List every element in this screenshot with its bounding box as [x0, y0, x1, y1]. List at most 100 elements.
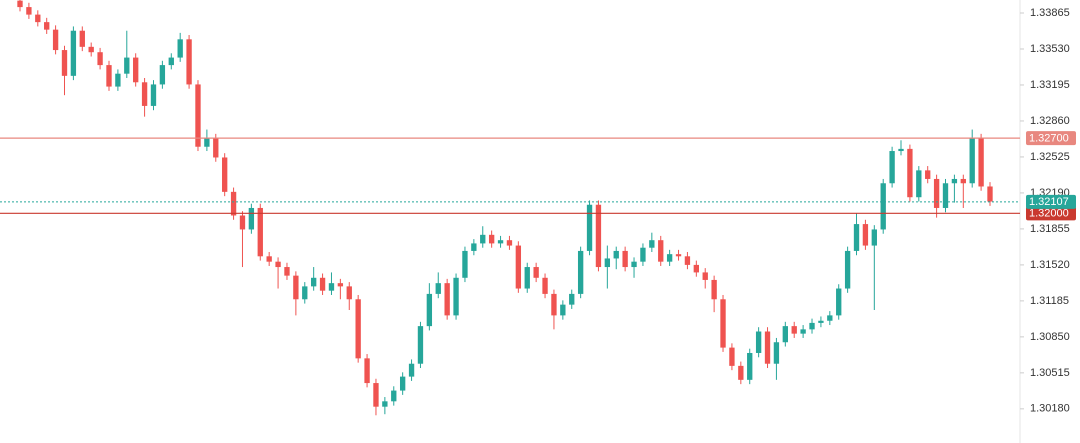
current-price-bg: [1026, 194, 1076, 209]
candle-body: [898, 148, 904, 152]
candle-body: [595, 204, 602, 268]
candle-body: [853, 224, 860, 251]
candle-body: [177, 39, 183, 58]
y-tick-label: 1.33195: [1030, 79, 1070, 91]
candle-body: [631, 261, 637, 268]
candle-body: [364, 358, 370, 384]
level-label: 1.32000: [1029, 208, 1069, 220]
candle-body: [302, 286, 308, 300]
candle-body: [916, 170, 922, 198]
candle-body: [168, 57, 174, 66]
candle-body: [70, 30, 77, 76]
y-tick-label: 1.33865: [1030, 7, 1070, 19]
candle-body: [480, 234, 486, 244]
level-label-bg: [1026, 131, 1076, 146]
candle-body: [818, 320, 824, 323]
candle-body: [862, 224, 869, 246]
candle-body: [26, 7, 32, 15]
candle-body: [399, 376, 406, 391]
candle-body: [133, 57, 139, 83]
candle-body: [462, 250, 468, 278]
candle-body: [658, 240, 664, 262]
candle-body: [800, 329, 806, 334]
candle-body: [284, 267, 290, 276]
candle-body: [141, 82, 148, 106]
candle-body: [319, 277, 326, 291]
candle-body: [933, 178, 940, 208]
candle-body: [79, 30, 85, 47]
y-tick-label: 1.30850: [1030, 331, 1070, 343]
candle-body: [809, 322, 815, 330]
candle-body: [791, 326, 797, 334]
candle-body: [586, 204, 593, 251]
y-tick-label: 1.30180: [1030, 403, 1070, 415]
y-tick-label: 1.30515: [1030, 367, 1070, 379]
y-tick-label: 1.32525: [1030, 151, 1070, 163]
candle-body: [61, 50, 68, 76]
candle-body: [106, 65, 112, 87]
candle-body: [729, 347, 735, 366]
candle-body: [764, 331, 771, 364]
candle-body: [222, 157, 228, 192]
candle-body: [738, 365, 744, 380]
candle-body: [524, 267, 530, 289]
y-tick-label: 1.32860: [1030, 115, 1070, 127]
candle-body: [622, 250, 628, 268]
candle-body: [515, 245, 522, 289]
candle-body: [604, 258, 611, 268]
candle-body: [747, 352, 753, 380]
candle-body: [373, 383, 379, 407]
candle-body: [987, 186, 993, 202]
candle-body: [293, 275, 299, 300]
y-tick-label: 1.31520: [1030, 259, 1070, 271]
candle-body: [613, 250, 619, 259]
candle-body: [328, 283, 335, 291]
candle-body: [551, 293, 557, 316]
candle-body: [453, 277, 459, 316]
candle-body: [720, 299, 726, 348]
candle-body: [186, 39, 192, 85]
candle-body: [195, 84, 201, 147]
candle-body: [266, 256, 272, 262]
candle-body: [773, 342, 780, 364]
candle-body: [755, 331, 762, 353]
candle-body: [17, 0, 23, 8]
candle-body: [435, 283, 441, 294]
candle-body: [417, 326, 424, 364]
candle-body: [978, 138, 984, 187]
candle-body: [702, 272, 708, 280]
candle-body: [248, 207, 255, 230]
candle-body: [506, 240, 513, 246]
candle-body: [213, 138, 219, 158]
candle-body: [115, 73, 121, 87]
candle-body: [257, 207, 263, 257]
candle-body: [925, 170, 931, 179]
candle-body: [880, 183, 886, 230]
candle-body: [337, 283, 344, 287]
candle-body: [426, 293, 433, 327]
candle-body: [97, 52, 103, 66]
candle-body: [693, 264, 699, 273]
candle-body: [969, 138, 975, 184]
candle-body: [488, 234, 495, 244]
candle-body: [827, 315, 833, 321]
candle-body: [533, 267, 539, 278]
candle-body: [907, 148, 913, 198]
candle-body: [275, 261, 281, 268]
candle-body: [311, 277, 317, 287]
candle-body: [88, 46, 94, 53]
candle-body: [230, 191, 237, 216]
candle-body: [666, 254, 673, 262]
candle-body: [382, 401, 388, 407]
candle-body: [871, 229, 877, 246]
candle-body: [497, 240, 504, 244]
current-price-label: 1.32107: [1029, 196, 1069, 208]
candle-body: [577, 250, 584, 294]
y-tick-label: 1.31185: [1030, 295, 1069, 307]
level-label-bg: [1026, 206, 1076, 221]
candle-body: [204, 138, 210, 147]
candle-body: [52, 29, 59, 51]
candle-body: [675, 254, 682, 257]
